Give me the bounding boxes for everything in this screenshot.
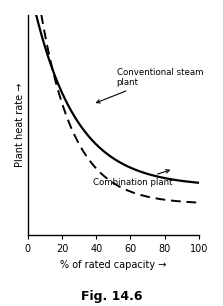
- Y-axis label: Plant heat rate →: Plant heat rate →: [15, 83, 25, 167]
- Text: Fig. 14.6: Fig. 14.6: [81, 290, 142, 303]
- Text: Conventional steam
plant: Conventional steam plant: [97, 68, 203, 103]
- X-axis label: % of rated capacity →: % of rated capacity →: [60, 259, 167, 270]
- Text: Combination plant: Combination plant: [93, 170, 172, 187]
